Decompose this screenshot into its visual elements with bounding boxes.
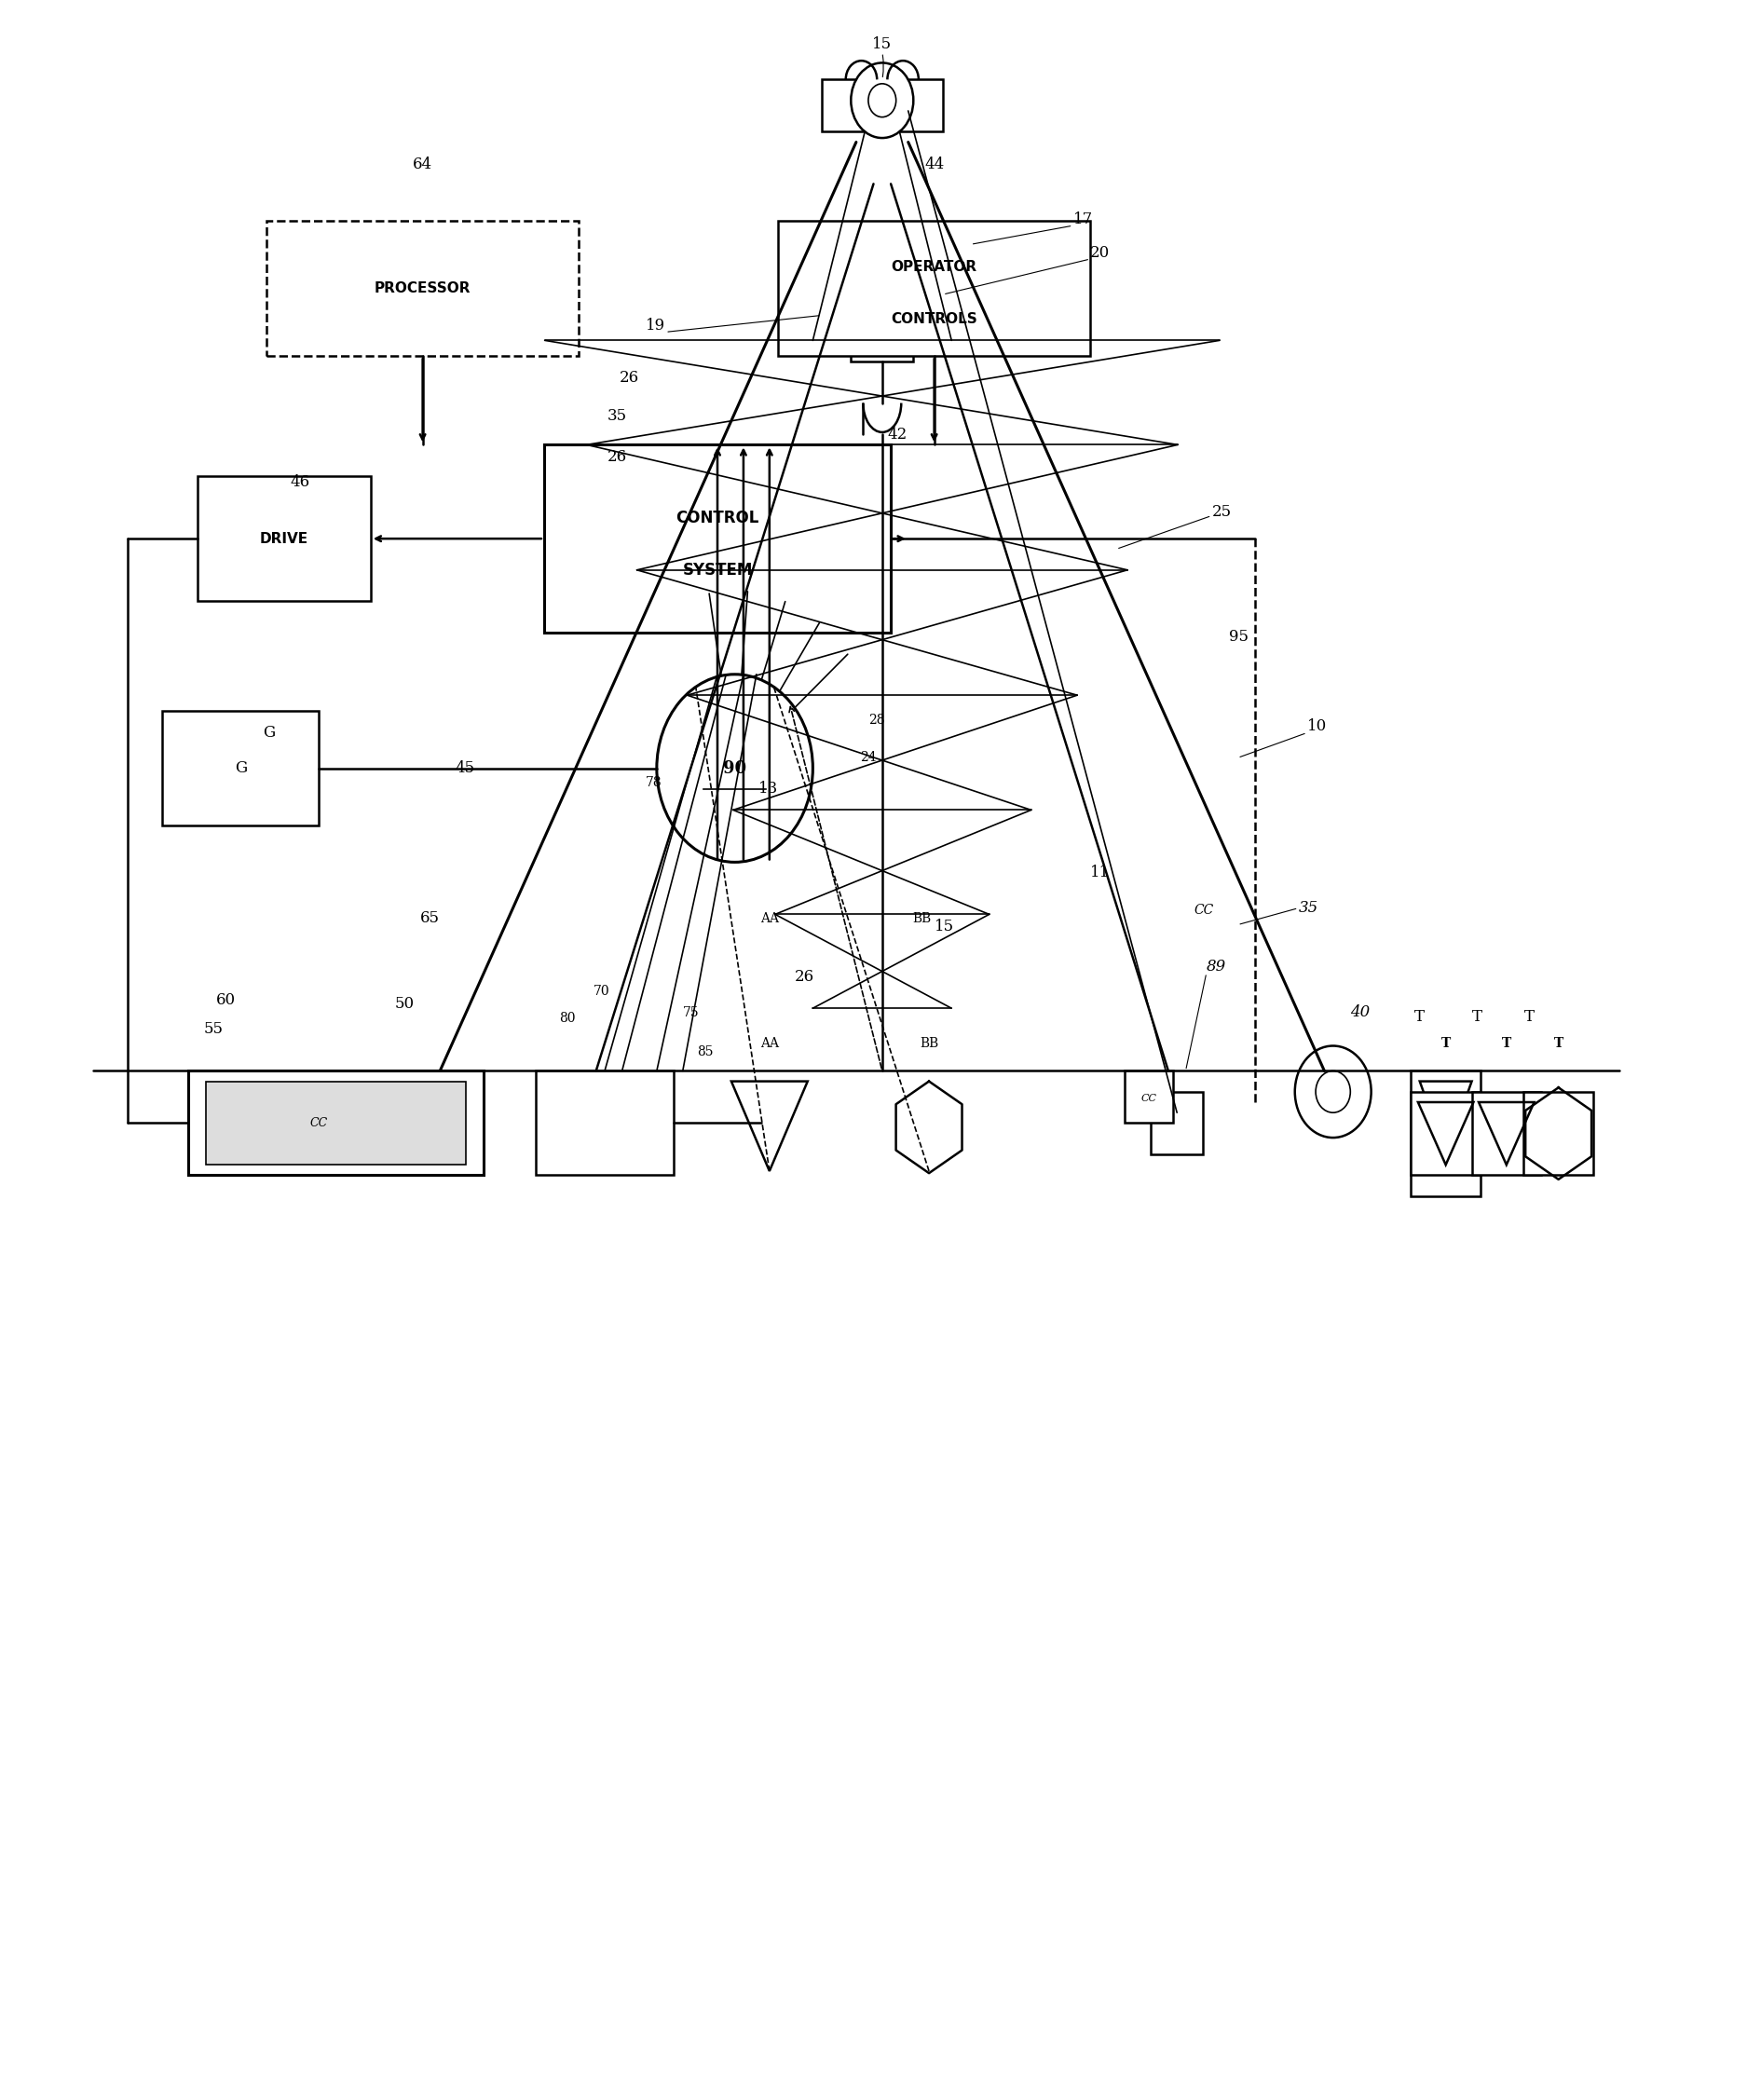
Text: 35: 35 <box>1298 901 1319 916</box>
Text: 28: 28 <box>868 714 884 727</box>
Text: 35: 35 <box>608 407 627 424</box>
Text: 19: 19 <box>646 317 666 334</box>
Text: 17: 17 <box>1073 212 1092 227</box>
Text: OPERATOR: OPERATOR <box>891 260 977 275</box>
Text: 45: 45 <box>454 760 475 777</box>
Text: 55: 55 <box>204 1021 224 1037</box>
Text: T: T <box>1441 1037 1450 1050</box>
Circle shape <box>851 63 914 139</box>
Text: G: G <box>264 724 276 741</box>
Text: 75: 75 <box>683 1006 699 1018</box>
Text: BB: BB <box>912 911 931 924</box>
Circle shape <box>657 674 812 863</box>
Bar <box>535 1071 674 1176</box>
Bar <box>1412 1071 1480 1197</box>
Text: 42: 42 <box>887 426 907 443</box>
Text: AA: AA <box>760 1037 779 1050</box>
Text: 64: 64 <box>412 157 433 172</box>
Circle shape <box>1295 1046 1371 1138</box>
Text: 11: 11 <box>1090 865 1109 880</box>
Text: 85: 85 <box>697 1046 713 1058</box>
Text: 65: 65 <box>421 911 440 926</box>
Text: 80: 80 <box>559 1012 575 1025</box>
Bar <box>821 80 943 132</box>
Bar <box>189 1071 484 1176</box>
Circle shape <box>865 313 900 355</box>
Bar <box>851 309 914 361</box>
Text: DRIVE: DRIVE <box>260 531 307 546</box>
Bar <box>543 445 891 632</box>
Text: BB: BB <box>919 1037 938 1050</box>
Text: 44: 44 <box>924 157 943 172</box>
Text: CONTROL: CONTROL <box>676 510 758 527</box>
FancyBboxPatch shape <box>267 220 578 357</box>
Text: 95: 95 <box>1228 628 1249 645</box>
Text: AA: AA <box>760 911 779 924</box>
Bar <box>1412 1092 1480 1176</box>
Circle shape <box>868 84 896 118</box>
Text: PROCESSOR: PROCESSOR <box>374 281 472 296</box>
Text: 40: 40 <box>1350 1004 1370 1021</box>
Text: 90: 90 <box>723 760 746 777</box>
Text: 26: 26 <box>608 449 627 466</box>
Bar <box>1151 1092 1204 1155</box>
Bar <box>206 1082 466 1166</box>
Text: G: G <box>234 760 246 777</box>
Text: 60: 60 <box>215 991 236 1008</box>
Text: 26: 26 <box>795 968 814 985</box>
Text: T: T <box>1502 1037 1511 1050</box>
Text: 24: 24 <box>860 752 875 764</box>
Text: 20: 20 <box>1090 246 1109 260</box>
Text: 26: 26 <box>620 370 639 386</box>
Text: T: T <box>1471 1010 1481 1025</box>
Text: 78: 78 <box>646 777 662 790</box>
Circle shape <box>1315 1071 1350 1113</box>
Text: T: T <box>1553 1037 1564 1050</box>
Text: 13: 13 <box>758 781 777 798</box>
Text: 70: 70 <box>594 985 610 998</box>
Text: CONTROLS: CONTROLS <box>891 313 977 326</box>
Text: CC: CC <box>309 1117 328 1130</box>
Text: 15: 15 <box>935 920 954 934</box>
Text: 10: 10 <box>1307 718 1326 735</box>
Bar <box>1471 1092 1541 1176</box>
Text: 15: 15 <box>872 36 893 53</box>
Text: 50: 50 <box>395 995 414 1012</box>
Text: SYSTEM: SYSTEM <box>683 561 753 578</box>
Bar <box>777 220 1090 357</box>
Text: CC: CC <box>1195 903 1214 916</box>
Text: CC: CC <box>1141 1094 1157 1102</box>
Bar <box>197 477 370 601</box>
Text: 89: 89 <box>1207 958 1226 974</box>
Text: 46: 46 <box>290 475 309 489</box>
Text: T: T <box>1415 1010 1426 1025</box>
Bar <box>162 712 318 825</box>
Text: 25: 25 <box>1212 504 1232 519</box>
Bar <box>1523 1092 1593 1176</box>
Text: T: T <box>1523 1010 1534 1025</box>
Bar <box>1125 1071 1174 1124</box>
